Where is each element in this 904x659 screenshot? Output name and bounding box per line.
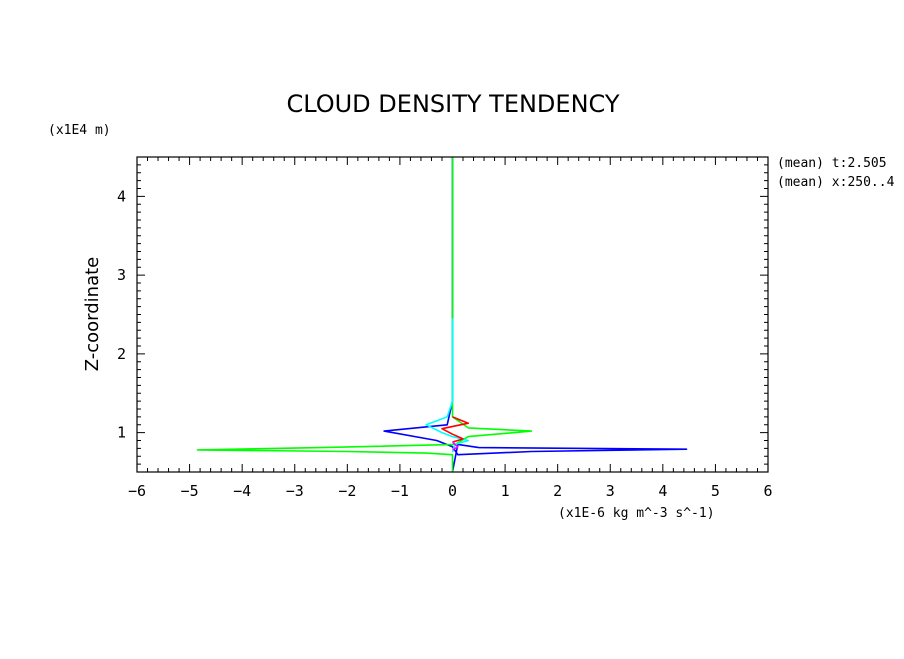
annotation-time: (mean) t:2.505 <box>777 156 887 171</box>
x-tick-label: −6 <box>128 482 146 500</box>
y-unit-label: (x1E4 m) <box>48 123 111 138</box>
series-line-3 <box>425 318 470 453</box>
x-tick-label: 3 <box>606 482 615 500</box>
x-tick-label: −1 <box>391 482 409 500</box>
plot-frame <box>136 156 769 473</box>
y-axis-label: Z-coordinate <box>82 257 103 372</box>
x-tick-label: 2 <box>553 482 562 500</box>
x-tick-label: −4 <box>233 482 251 500</box>
x-tick-label: −2 <box>338 482 356 500</box>
x-tick-label: −3 <box>286 482 304 500</box>
x-tick-label: 6 <box>763 482 772 500</box>
y-tick-label: 1 <box>117 424 126 442</box>
x-tick-label: 1 <box>501 482 510 500</box>
x-tick-label: 0 <box>448 482 457 500</box>
y-tick-label: 4 <box>117 187 126 205</box>
series-line-4 <box>441 416 470 443</box>
chart-title: CLOUD DENSITY TENDENCY <box>286 90 619 118</box>
x-tick-label: 5 <box>711 482 720 500</box>
data-series <box>196 157 688 473</box>
tick-labels: −6 −5 −4 −3 −2 −1 0 1 2 3 4 5 6 1 2 3 4 <box>117 187 773 500</box>
x-tick-label: −5 <box>181 482 199 500</box>
y-tick-label: 2 <box>117 345 126 363</box>
series-line-1 <box>383 157 688 473</box>
series-line-2 <box>196 157 533 472</box>
x-tick-label: 4 <box>658 482 667 500</box>
y-tick-label: 3 <box>117 266 126 284</box>
x-unit-label: (x1E-6 kg m^-3 s^-1) <box>558 506 715 521</box>
annotation-x: (mean) x:250..4 <box>777 175 895 190</box>
series-line-5 <box>451 441 459 451</box>
